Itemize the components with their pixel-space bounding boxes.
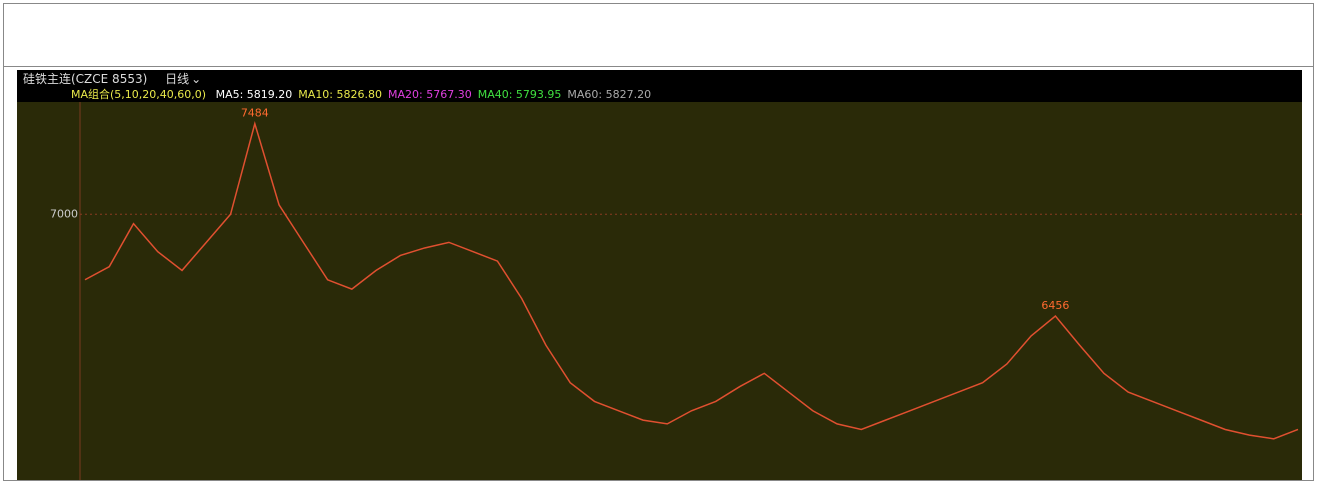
toolbar: 硅铁主连(CZCE 8553) 日线 ⌄	[17, 70, 1302, 88]
window-frame	[3, 3, 1314, 481]
symbol: 硅铁主连(CZCE 8553)	[23, 72, 148, 86]
ma-item: MA10: 5826.80	[298, 88, 382, 101]
chevron: ⌄	[191, 72, 202, 86]
ma-item: MA40: 5793.95	[477, 88, 562, 101]
high-label: 7484	[241, 107, 269, 120]
ma-title: MA组合(5,10,20,40,60,0)	[71, 88, 207, 101]
separator	[3, 66, 1314, 67]
ma-item: MA60: 5827.20	[567, 88, 652, 101]
price-line	[84, 120, 1299, 440]
ma-legend: MA组合(5,10,20,40,60,0) MA5: 5819.20 MA10: …	[17, 88, 1302, 102]
ma-item: MA20: 5767.30	[388, 88, 472, 101]
high-label: 6456	[1041, 299, 1069, 312]
ma-item: MA5: 5819.20	[215, 88, 293, 101]
period-dropdown[interactable]: 日线	[165, 72, 190, 86]
chart-background	[17, 102, 1302, 480]
y-tick-label: 7000	[50, 207, 78, 220]
